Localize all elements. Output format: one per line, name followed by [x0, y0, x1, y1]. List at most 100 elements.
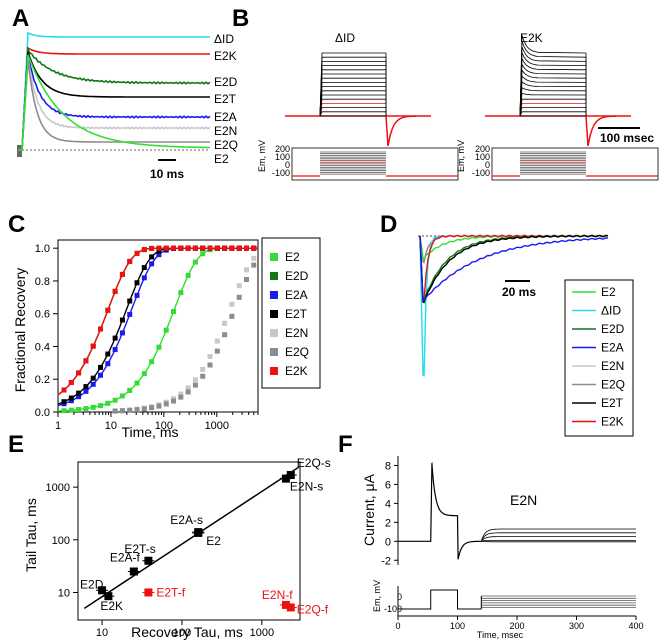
x-tick-label: 10: [105, 420, 117, 432]
legend-swatch-e2q: [270, 348, 278, 356]
y-tick-label: 10: [58, 587, 70, 599]
data-point-e2a: [68, 398, 74, 404]
legend-swatch-e2: [270, 253, 278, 261]
tick-label: 200: [475, 144, 490, 154]
legend-label-e2: E2: [601, 285, 616, 299]
legend-label-e2n: E2N: [601, 359, 624, 373]
data-point-e2n: [236, 283, 242, 289]
y-tick-label: 0.8: [35, 276, 50, 288]
trace-e2t: [18, 51, 210, 151]
data-point-e2t: [127, 298, 133, 304]
panel-b-scale-label: 100 msec: [600, 131, 654, 145]
data-point-e2k: [244, 245, 250, 251]
panel-c-xlabel: Time, ms: [121, 424, 178, 440]
data-point-e2n: [214, 338, 220, 344]
data-point-e2q: [251, 262, 257, 268]
panel-f-ylabel: Current, μA: [361, 473, 377, 546]
y-tick-label: 0.6: [35, 309, 50, 321]
data-point-e2t: [105, 351, 111, 357]
data-point-e2t: [90, 375, 96, 381]
panel-d-traces: [418, 234, 609, 377]
point-label: E2: [206, 534, 221, 548]
current-sweep: [519, 92, 587, 117]
panel-d-legend: E2 ΔID E2D E2A E2N E2Q E2T E2K: [572, 285, 625, 429]
data-point-e2q: [171, 398, 177, 404]
data-point-e2: [134, 380, 140, 386]
data-point-e2k: [222, 245, 228, 251]
tick-label: 0: [397, 592, 402, 602]
data-point-e2t: [68, 395, 74, 401]
panel-e-xlabel: Recovery Tau, ms: [131, 624, 243, 640]
legend-label-e2d: E2D: [601, 322, 625, 336]
data-point-e2: [178, 290, 184, 296]
current-sweep: [519, 57, 587, 117]
data-point-e2q: [185, 389, 191, 395]
data-point-e2t: [119, 317, 125, 323]
data-point-e2q: [149, 405, 155, 411]
trace-label-did: ΔID: [214, 32, 234, 46]
panel-b-traces: [285, 35, 631, 147]
data-point-e2k: [192, 245, 198, 251]
panel-b-yticks-left: 200 100 0 -100: [272, 144, 290, 178]
data-point-e2k: [207, 245, 213, 251]
y-tick-label: 6: [385, 479, 391, 491]
legend-label-e2t: E2T: [601, 396, 624, 410]
data-point-e2k: [127, 258, 133, 264]
panel-a-traces: [17, 31, 211, 157]
fit-curve-e2d: [57, 247, 258, 396]
data-point-e2a: [134, 292, 140, 298]
point-label: E2Q-s: [297, 456, 331, 470]
data-point-e2t: [156, 248, 162, 254]
panel-c-axes-frame: [57, 239, 259, 413]
identity-line: [83, 466, 300, 609]
data-point-e2a: [127, 311, 133, 317]
data-point-e2t: [98, 364, 104, 370]
current-trace: [398, 461, 482, 560]
legend-label-did: ΔID: [601, 304, 621, 318]
current-sweep: [319, 69, 387, 117]
data-point-e2q: [236, 294, 242, 300]
current-sweep: [519, 81, 587, 117]
data-point-e2: [141, 371, 147, 377]
data-point-e2k: [156, 245, 162, 251]
data-point-e2k: [185, 245, 191, 251]
trace-label-e2t: E2T: [214, 92, 237, 106]
data-point-e2n: [251, 255, 257, 261]
data-point-e2k: [98, 326, 104, 332]
tick-label: 100: [275, 152, 290, 162]
data-point-e2t: [76, 390, 82, 396]
panel-a-trace-labels: ΔID E2K E2D E2T E2A E2N E2Q E2: [214, 32, 238, 166]
y-tick-label: 100: [52, 535, 70, 547]
data-point-e2n: [222, 320, 228, 326]
trace-e2n: [18, 57, 211, 151]
data-point-e2k: [149, 245, 155, 251]
data-point-e2a: [76, 394, 82, 400]
data-point-e2t: [83, 384, 89, 390]
data-point-e2n: [200, 366, 206, 372]
data-point-e2k: [112, 288, 118, 294]
data-point-e2: [61, 408, 67, 414]
panel-label-f: F: [338, 431, 353, 458]
panel-b-ylabel-right: Em, mV: [456, 140, 466, 172]
legend-swatch-e2k: [270, 367, 278, 375]
data-point-e2n: [244, 267, 250, 273]
y-tick-label: 8: [385, 460, 391, 472]
panel-label-b: B: [232, 5, 249, 32]
data-point-e2a: [105, 361, 111, 367]
data-point-e2k: [119, 271, 125, 277]
panel-f-xlabel: Time, msec: [477, 630, 524, 640]
data-point-e2k: [105, 307, 111, 313]
recovery-sweep: [480, 540, 636, 543]
recovery-sweep: [480, 532, 636, 542]
legend-label-e2a: E2A: [601, 341, 624, 355]
panel-f-chart: -2 0 2 4 6 8 0 100 200 300 400: [381, 456, 644, 631]
point-label: E2N-f: [262, 588, 293, 602]
data-point-e2t: [112, 335, 118, 341]
panel-label-e: E: [8, 431, 24, 458]
data-point-e2: [163, 327, 169, 333]
data-point-e2k: [61, 387, 67, 393]
data-point-e2q: [229, 313, 235, 319]
data-point-e2: [98, 403, 104, 409]
data-point-e2q: [119, 408, 125, 414]
trace-label-e2d: E2D: [214, 75, 238, 89]
